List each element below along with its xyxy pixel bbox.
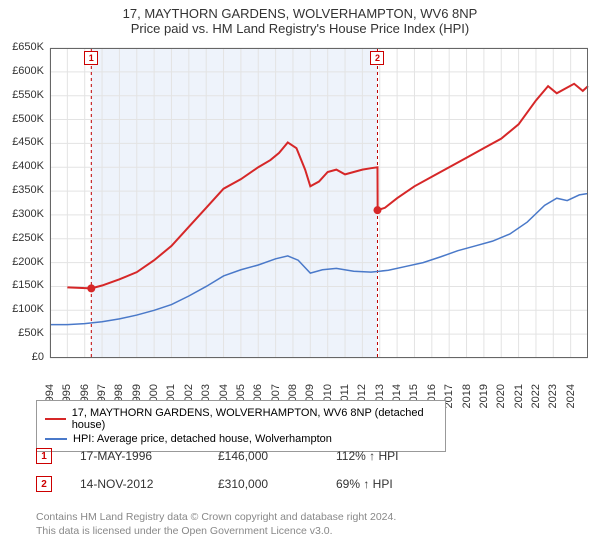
y-tick-label: £600K [0,65,44,77]
y-tick-label: £500K [0,113,44,125]
sale-delta: 112% ↑ HPI [336,449,398,463]
legend-label: HPI: Average price, detached house, Wolv… [73,433,332,445]
legend-item: HPI: Average price, detached house, Wolv… [45,433,437,445]
y-tick-label: £250K [0,232,44,244]
x-tick-label: 2020 [495,384,507,414]
footer-line-2: This data is licensed under the Open Gov… [36,524,396,538]
y-tick-label: £200K [0,256,44,268]
footer-line-1: Contains HM Land Registry data © Crown c… [36,510,396,524]
sale-row: 1 17-MAY-1996 £146,000 112% ↑ HPI [36,448,398,464]
legend-swatch [45,418,66,420]
sale-row-marker: 1 [36,448,52,464]
legend-label: 17, MAYTHORN GARDENS, WOLVERHAMPTON, WV6… [72,407,437,431]
sale-date: 17-MAY-1996 [80,449,190,463]
sale-row-marker: 2 [36,476,52,492]
y-tick-label: £50K [0,327,44,339]
chart-legend: 17, MAYTHORN GARDENS, WOLVERHAMPTON, WV6… [36,400,446,452]
footer-attribution: Contains HM Land Registry data © Crown c… [36,510,396,538]
y-tick-label: £0 [0,351,44,363]
sale-marker-box: 2 [370,51,384,65]
sale-price: £146,000 [218,449,308,463]
legend-item: 17, MAYTHORN GARDENS, WOLVERHAMPTON, WV6… [45,407,437,431]
y-tick-label: £400K [0,160,44,172]
x-tick-label: 2022 [530,384,542,414]
sale-price: £310,000 [218,477,308,491]
x-tick-label: 2021 [513,384,525,414]
sale-delta: 69% ↑ HPI [336,477,393,491]
legend-swatch [45,438,67,440]
y-tick-label: £550K [0,89,44,101]
sale-row: 2 14-NOV-2012 £310,000 69% ↑ HPI [36,476,393,492]
x-tick-label: 2023 [547,384,559,414]
sale-date: 14-NOV-2012 [80,477,190,491]
y-tick-label: £300K [0,208,44,220]
plot-border [50,48,588,358]
sale-marker-box: 1 [84,51,98,65]
y-tick-label: £100K [0,303,44,315]
x-tick-label: 2019 [478,384,490,414]
y-tick-label: £650K [0,41,44,53]
x-tick-label: 2018 [461,384,473,414]
y-tick-label: £350K [0,184,44,196]
y-tick-label: £150K [0,279,44,291]
y-tick-label: £450K [0,136,44,148]
x-tick-label: 2024 [565,384,577,414]
